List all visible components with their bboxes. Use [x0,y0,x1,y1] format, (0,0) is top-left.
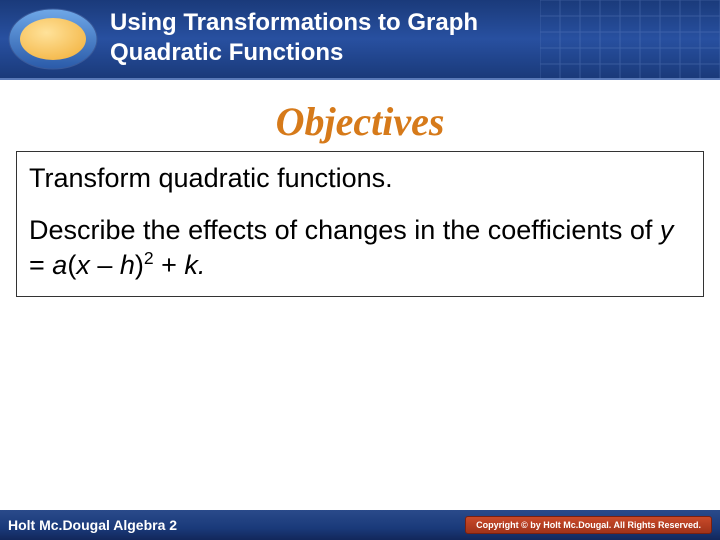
footer-left-text: Holt Mc.Dougal Algebra 2 [8,517,177,533]
slide-footer: Holt Mc.Dougal Algebra 2 Copyright © by … [0,510,720,540]
title-line-2: Quadratic Functions [110,39,343,66]
eq-open-paren: ( [67,250,76,280]
objective-1: Transform quadratic functions. [29,162,691,196]
slide-title: Using Transformations to Graph Quadratic… [110,8,478,68]
eq-h: h [120,250,135,280]
eq-x: x [76,250,90,280]
eq-equals: = [29,250,52,280]
eq-exponent: 2 [144,248,154,268]
slide-content: Objectives Transform quadratic functions… [0,80,720,297]
eq-minus: – [90,250,120,280]
title-line-1: Using Transformations to Graph [110,9,478,36]
objectives-box: Transform quadratic functions. Describe … [16,151,704,297]
objective-2: Describe the effects of changes in the c… [29,214,691,283]
objective-2-prefix: Describe the effects of changes in the c… [29,215,660,245]
slide-header: Using Transformations to Graph Quadratic… [0,0,720,80]
header-badge-icon [8,8,98,70]
eq-close-paren: ) [135,250,144,280]
objectives-heading: Objectives [16,98,704,145]
header-grid-decoration [540,0,720,80]
footer-right: Copyright © by Holt Mc.Dougal. All Right… [465,516,712,534]
eq-k: k. [184,250,205,280]
copyright-badge: Copyright © by Holt Mc.Dougal. All Right… [465,516,712,534]
eq-a: a [52,250,67,280]
eq-y: y [660,215,674,245]
eq-plus: + [154,250,185,280]
